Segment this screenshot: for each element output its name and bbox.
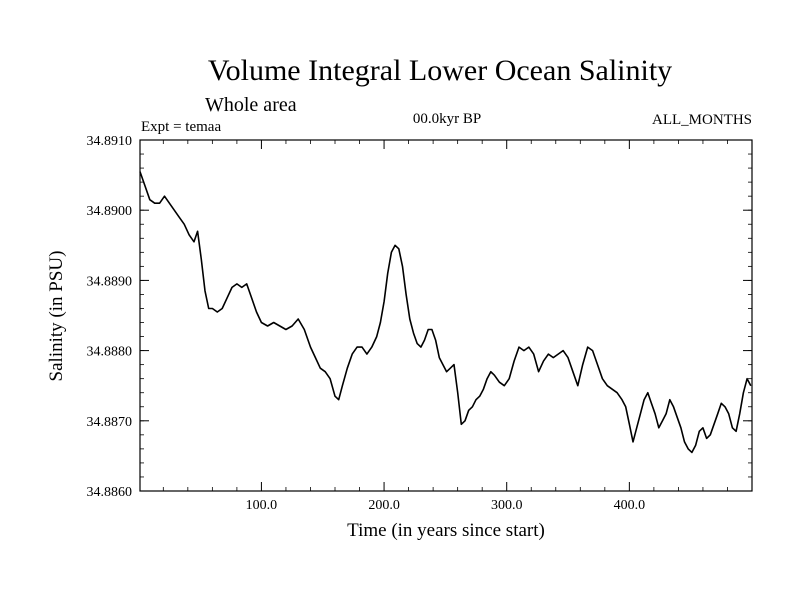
annotation-right: ALL_MONTHS (652, 112, 752, 128)
x-tick-label: 400.0 (614, 498, 646, 513)
y-axis: 34.8860 34.8870 34.8880 34.8890 34.8900 34.89… (87, 134, 752, 500)
series-layer (139, 171, 752, 454)
plot-frame (139, 139, 753, 492)
series-line-0 (139, 171, 752, 454)
y-tick-label: 34.8880 (87, 345, 133, 360)
y-tick-label: 34.8890 (87, 274, 133, 289)
annotation-center: 00.0kyr BP (413, 111, 481, 127)
y-tick-label: 34.8870 (87, 415, 133, 430)
y-tick-label: 34.8900 (87, 204, 133, 219)
y-tick-label: 34.8910 (87, 134, 133, 149)
x-tick-label: 200.0 (368, 498, 400, 513)
chart-title: Volume Integral Lower Ocean Salinity (208, 54, 672, 87)
annotation-left: Expt = temaa (141, 119, 221, 135)
x-axis-label: Time (in years since start) (347, 520, 545, 541)
x-tick-label: 100.0 (246, 498, 278, 513)
y-axis-label: Salinity (in PSU) (46, 251, 67, 382)
x-axis: 100.0 200.0 300.0 400.0 (162, 140, 728, 513)
x-tick-label: 300.0 (491, 498, 523, 513)
y-tick-label: 34.8860 (87, 485, 133, 500)
chart-subtitle: Whole area (205, 94, 297, 116)
